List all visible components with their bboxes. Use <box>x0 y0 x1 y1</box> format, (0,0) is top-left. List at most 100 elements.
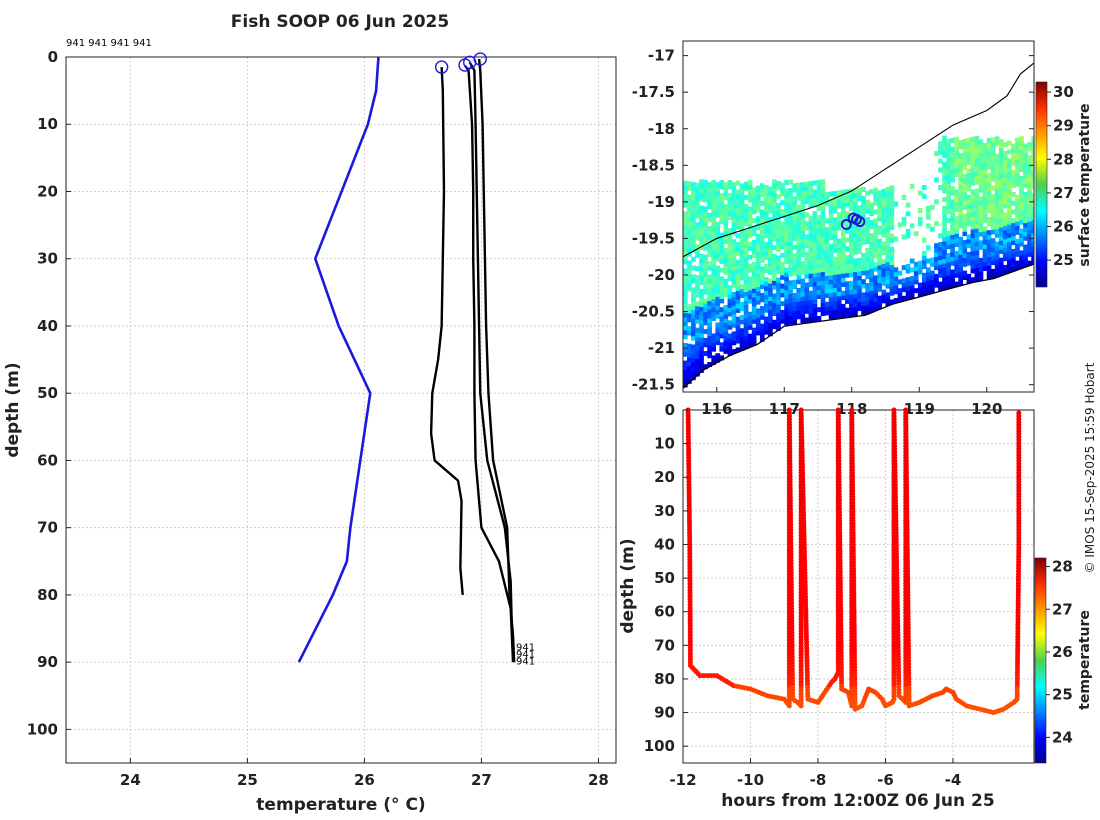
sst-cell <box>743 221 749 227</box>
sst-cell <box>759 253 765 259</box>
sst-cell <box>950 151 955 157</box>
sst-cell <box>784 272 789 278</box>
sst-cell <box>990 194 996 200</box>
sst-cell <box>695 340 700 346</box>
sst-cell <box>739 271 745 277</box>
sst-cell <box>1007 228 1012 234</box>
depthtime-ytick-label: 90 <box>654 704 675 722</box>
sst-cell <box>970 228 976 234</box>
sst-cell <box>942 197 947 203</box>
sst-cell <box>751 332 757 338</box>
sst-cell <box>954 193 959 199</box>
sst-cell <box>921 250 927 256</box>
sst-cell <box>755 251 761 257</box>
sst-cell <box>735 294 741 300</box>
sst-cell <box>780 235 785 241</box>
sst-cell <box>780 222 785 228</box>
sst-cell <box>820 227 826 233</box>
sst-cell <box>978 165 984 171</box>
sst-cell <box>840 281 846 287</box>
sst-cell <box>946 187 951 193</box>
sst-cell <box>780 266 785 272</box>
sst-cell <box>905 211 911 217</box>
sst-cell <box>747 206 753 212</box>
sst-cell <box>711 179 716 185</box>
sst-cell <box>804 185 810 191</box>
sst-cell <box>845 307 850 313</box>
sst-cell <box>877 229 883 235</box>
sst-cell <box>739 336 745 342</box>
sst-cell <box>974 276 980 282</box>
sst-cell <box>731 278 737 284</box>
sst-cell <box>966 199 972 205</box>
sst-cell <box>824 301 830 307</box>
sst-cell <box>1015 168 1020 174</box>
sst-cell <box>812 303 818 309</box>
sst-cell <box>836 199 842 205</box>
sst-cell <box>804 260 810 266</box>
sst-cell <box>994 162 1000 168</box>
sst-cell <box>747 281 753 287</box>
sst-cell <box>986 238 992 244</box>
sst-cell <box>986 203 992 209</box>
sst-cell <box>695 358 700 364</box>
sst-cell <box>913 231 919 237</box>
sst-cell <box>1007 167 1012 173</box>
sst-cell <box>723 261 729 267</box>
sst-cell <box>832 204 838 210</box>
sst-cell <box>954 158 959 164</box>
sst-cell <box>865 190 870 196</box>
sst-cell <box>707 247 712 253</box>
sst-cell <box>764 206 769 212</box>
sst-cell <box>683 202 688 208</box>
sst-cell <box>1011 174 1016 180</box>
sst-cell <box>683 325 688 331</box>
sst-cell <box>869 285 874 291</box>
sst-cell <box>792 310 797 316</box>
sst-cell <box>695 314 700 320</box>
sst-cell <box>699 223 704 229</box>
sst-cell <box>683 237 688 243</box>
sst-cell <box>792 279 797 285</box>
sst-cell <box>970 259 976 265</box>
sst-cell <box>885 257 891 263</box>
sst-cell <box>695 279 700 285</box>
sst-cell <box>1023 257 1028 263</box>
sst-cell <box>796 244 802 250</box>
sst-cell <box>1002 181 1008 187</box>
sst-cell <box>788 262 793 268</box>
sst-cell <box>966 212 972 218</box>
sst-cell <box>699 209 704 215</box>
sst-cell <box>1011 248 1016 254</box>
sst-cell <box>1023 152 1028 158</box>
sst-cell <box>800 243 806 249</box>
sst-cell <box>832 291 838 297</box>
sst-cell <box>687 251 692 257</box>
sst-cell <box>1007 180 1012 186</box>
sst-cell <box>816 258 822 264</box>
sst-cell <box>998 262 1004 268</box>
sst-cell <box>703 276 708 282</box>
sst-cell <box>950 243 955 249</box>
sst-cell <box>853 227 858 233</box>
sst-cell <box>731 292 737 297</box>
sst-cell <box>772 227 777 233</box>
sst-cell <box>926 223 931 229</box>
sst-cell <box>711 267 716 273</box>
sst-cell <box>942 271 947 277</box>
sst-cell <box>950 212 955 218</box>
sst-cell <box>723 265 729 271</box>
sst-cell <box>792 292 797 298</box>
sst-cell <box>759 249 765 255</box>
sst-cell <box>857 297 862 303</box>
sst-colorbar-tick-label: 26 <box>1053 218 1074 236</box>
sst-cell <box>1002 265 1008 270</box>
sst-cell <box>723 256 729 262</box>
sst-cell <box>974 245 980 251</box>
sst-cell <box>719 333 725 339</box>
sst-cell <box>828 213 834 219</box>
sst-cell <box>881 267 887 273</box>
sst-cell <box>849 232 854 238</box>
sst-cell <box>873 227 878 233</box>
sst-cell <box>994 193 1000 199</box>
